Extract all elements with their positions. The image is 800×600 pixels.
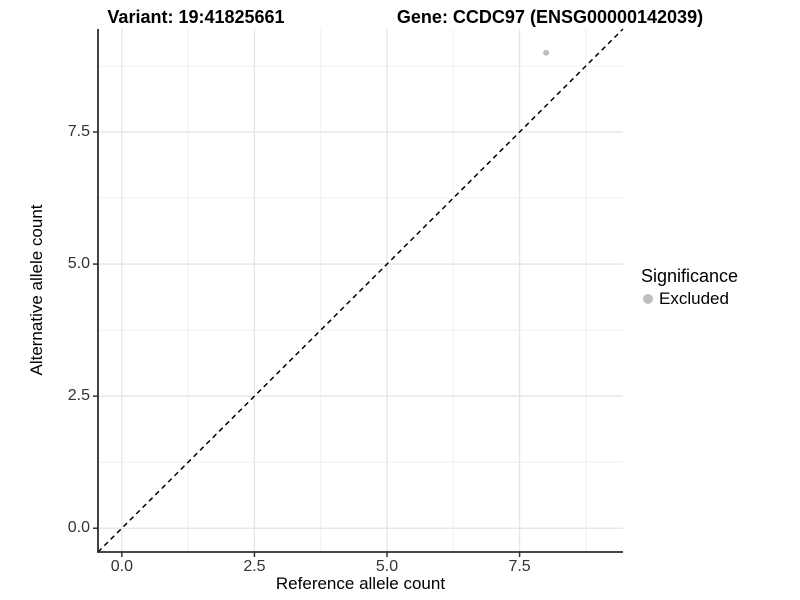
identity-dashed-line [97,28,624,553]
x-tick-label: 0.0 [110,558,133,575]
legend-item-label: Excluded [659,289,729,308]
excluded-point-icon [643,294,653,304]
y-tick-label: 0.0 [67,519,90,537]
y-axis-title: Alternative allele count [27,204,46,376]
gene-title: Gene: CCDC97 (ENSG00000142039) [396,7,704,27]
x-axis-title: Reference allele count [275,574,446,593]
data-point [543,49,550,56]
x-tick-label: 2.5 [243,558,266,575]
legend: Significance Excluded [641,265,738,310]
legend-title: Significance [641,266,739,286]
x-tick-label: 5.0 [375,558,399,575]
y-tick-label: 2.5 [67,387,90,405]
legend-item-excluded: Excluded [641,288,738,310]
y-tick-label: 7.5 [67,123,90,140]
y-tick-label: 5.0 [67,255,90,273]
variant-title: Variant: 19:41825661 [107,7,285,27]
x-tick-label: 7.5 [508,558,531,575]
